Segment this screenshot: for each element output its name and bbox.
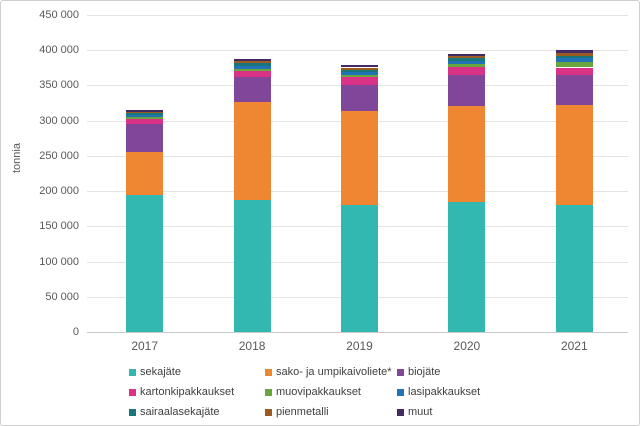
bar-segment-biojäte-2018 [233, 77, 271, 103]
bar-segment-sekajäte-2020 [448, 201, 486, 332]
legend-label: kartonkipakkaukset [140, 385, 235, 398]
legend-swatch-icon [265, 368, 272, 376]
bar-segment-kartonkipakkaukset-2018 [233, 71, 271, 77]
bar-segment-sako-ja-umpikaivoliete--2018 [233, 102, 271, 200]
bar-segment-sairaalasekajäte-2020 [448, 58, 486, 62]
bar-segment-lasipakkaukset-2018 [233, 66, 271, 69]
bar-segment-pienmetalli-2017 [126, 111, 164, 113]
bar-segment-muut-2021 [555, 49, 593, 54]
legend-item-muovipakkaukset: muovipakkaukset [265, 385, 397, 398]
bar-segment-sekajäte-2021 [555, 205, 593, 332]
bar-segment-muut-2020 [448, 53, 486, 56]
legend-swatch-icon [129, 408, 136, 416]
bar-segment-biojäte-2017 [126, 123, 164, 152]
bar-segment-lasipakkaukset-2019 [341, 72, 378, 76]
y-tick-label: 250 000 [39, 149, 79, 162]
bar-segment-biojäte-2021 [555, 74, 593, 106]
legend-item-biojäte: biojäte [397, 365, 480, 378]
legend-item-sairaalasekajäte: sairaalasekajäte [129, 405, 265, 418]
x-tick-label-2021: 2021 [560, 339, 588, 353]
x-tick-label-2017: 2017 [131, 339, 159, 353]
y-tick-label: 50 000 [45, 290, 79, 303]
bar-2020 [448, 1, 486, 332]
bar-segment-sako-ja-umpikaivoliete--2019 [341, 110, 378, 205]
bar-segment-sekajäte-2019 [341, 204, 378, 332]
bar-segment-pienmetalli-2018 [233, 61, 271, 64]
legend-label: pienmetalli [276, 405, 329, 418]
bar-segment-kartonkipakkaukset-2019 [341, 77, 378, 85]
legend-swatch-icon [129, 388, 136, 396]
chart-legend: sekajäte sako- ja umpikaivoliete* biojäte k… [129, 362, 480, 422]
gridline [87, 15, 628, 16]
bar-segment-muovipakkaukset-2017 [126, 117, 164, 119]
bar-segment-lasipakkaukset-2017 [126, 115, 164, 118]
bar-segment-lasipakkaukset-2021 [555, 58, 593, 62]
legend-label: sekajäte [140, 365, 181, 378]
legend-item-muut: muut [397, 405, 480, 418]
x-axis-line [87, 332, 628, 333]
legend-item-lasipakkaukset: lasipakkaukset [397, 385, 481, 398]
bar-2018 [233, 1, 271, 332]
bar-segment-muut-2019 [341, 65, 378, 68]
bar-segment-sairaalasekajäte-2018 [233, 63, 271, 67]
y-tick-label: 400 000 [39, 44, 79, 57]
bar-segment-muovipakkaukset-2019 [341, 75, 378, 78]
legend-label: sako- ja umpikaivoliete* [276, 365, 392, 378]
legend-label: sairaalasekajäte [140, 405, 220, 418]
bar-segment-kartonkipakkaukset-2017 [126, 118, 164, 124]
bar-segment-biojäte-2019 [341, 84, 378, 111]
legend-swatch-icon [129, 368, 136, 376]
bar-segment-muovipakkaukset-2021 [555, 61, 593, 68]
bar-segment-pienmetalli-2021 [555, 53, 593, 56]
bar-segment-pienmetalli-2019 [341, 67, 378, 70]
legend-label: muut [408, 405, 433, 418]
bar-segment-kartonkipakkaukset-2020 [448, 67, 486, 75]
legend-swatch-icon [397, 388, 404, 396]
y-tick-label: 100 000 [39, 255, 79, 268]
bar-segment-sairaalasekajäte-2017 [126, 112, 164, 116]
bar-segment-sairaalasekajäte-2019 [341, 69, 378, 73]
legend-label: muovipakkaukset [276, 385, 361, 398]
legend-swatch-icon [397, 408, 404, 416]
bar-2017 [126, 1, 164, 332]
legend-swatch-icon [397, 368, 404, 376]
bar-segment-sairaalasekajäte-2021 [555, 55, 593, 59]
legend-item-sako-ja-umpikaivoliete-: sako- ja umpikaivoliete* [265, 365, 397, 378]
legend-item-sekajäte: sekajäte [129, 365, 265, 378]
legend-item-pienmetalli: pienmetalli [265, 405, 397, 418]
legend-label: biojäte [408, 365, 441, 378]
legend-swatch-icon [265, 388, 272, 396]
bar-2019 [341, 1, 378, 332]
bar-segment-sekajäte-2018 [233, 199, 271, 332]
bar-segment-muovipakkaukset-2020 [448, 64, 486, 68]
bar-segment-muut-2018 [233, 59, 271, 62]
bar-segment-lasipakkaukset-2020 [448, 61, 486, 65]
bar-segment-sako-ja-umpikaivoliete--2017 [126, 151, 164, 195]
y-axis-title: tonnia [11, 143, 23, 173]
bar-segment-muovipakkaukset-2018 [233, 68, 271, 72]
bar-segment-sekajäte-2017 [126, 194, 164, 332]
bar-segment-sako-ja-umpikaivoliete--2021 [555, 105, 593, 206]
bar-segment-muut-2017 [126, 109, 164, 112]
bar-segment-sako-ja-umpikaivoliete--2020 [448, 105, 486, 202]
bar-segment-kartonkipakkaukset-2021 [555, 67, 593, 75]
y-tick-label: 300 000 [39, 114, 79, 127]
y-tick-label: 0 [72, 326, 79, 338]
x-tick-label-2020: 2020 [453, 339, 481, 353]
x-tick-label-2019: 2019 [346, 339, 373, 353]
bar-segment-pienmetalli-2020 [448, 55, 486, 59]
y-tick-label: 450 000 [39, 9, 79, 21]
legend-swatch-icon [265, 408, 272, 416]
x-tick-label-2018: 2018 [238, 339, 266, 353]
plot-area: 0 50 000 100 000 150 000 200 000 250 000 300 0… [1, 1, 639, 361]
y-tick-label: 200 000 [39, 185, 79, 198]
bar-segment-biojäte-2020 [448, 74, 486, 106]
legend-item-kartonkipakkaukset: kartonkipakkaukset [129, 385, 265, 398]
y-tick-label: 350 000 [39, 79, 79, 92]
bar-2021 [555, 1, 593, 332]
y-tick-label: 150 000 [39, 220, 79, 233]
gridline [87, 50, 628, 52]
legend-label: lasipakkaukset [408, 385, 481, 398]
